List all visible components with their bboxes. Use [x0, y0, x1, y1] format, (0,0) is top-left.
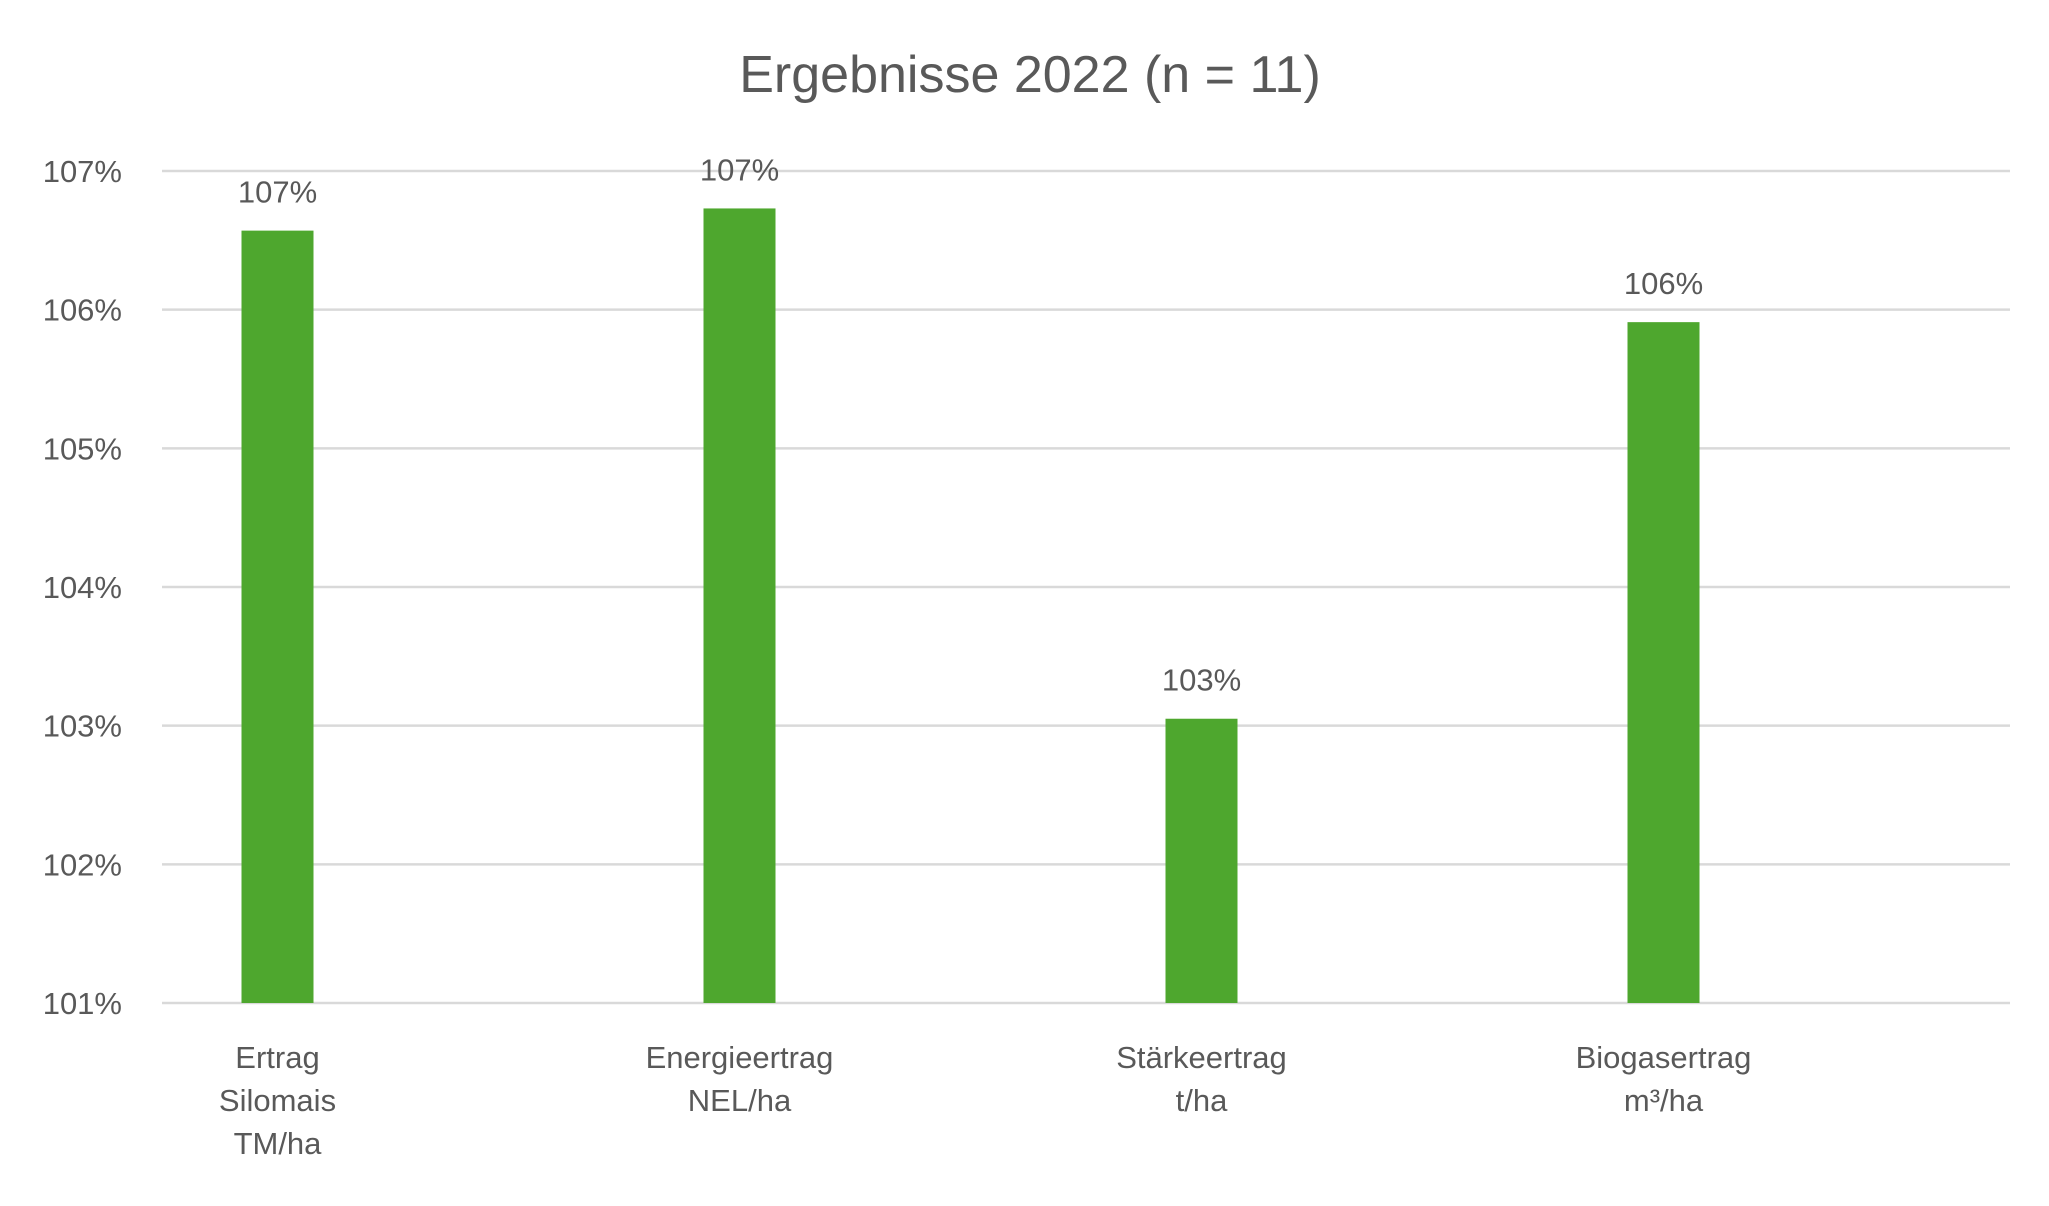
- x-tick-label: Biogasertrag: [1576, 1040, 1752, 1075]
- bar: [1165, 718, 1238, 1003]
- x-tick-label: NEL/ha: [688, 1083, 792, 1118]
- bars: [241, 208, 1700, 1004]
- data-label: 107%: [700, 152, 779, 187]
- data-label: 107%: [238, 175, 317, 210]
- x-tick-label: Energieertrag: [646, 1040, 834, 1075]
- y-tick-label: 105%: [43, 431, 122, 466]
- chart-title: Ergebnisse 2022 (n = 11): [739, 46, 1321, 104]
- x-tick-label: Ertrag: [235, 1040, 319, 1075]
- x-tick-label: Silomais: [219, 1083, 336, 1118]
- data-label: 106%: [1624, 266, 1703, 301]
- bar: [703, 208, 776, 1003]
- x-axis-labels: Ertrag Silomais TM/ha Energieertrag NEL/ha St…: [219, 1040, 1751, 1161]
- y-axis-ticks: 101% 102% 103% 104% 105% 106% 107%: [43, 154, 122, 1021]
- x-tick-label: t/ha: [1176, 1083, 1228, 1118]
- y-tick-label: 104%: [43, 570, 122, 605]
- bar: [1627, 322, 1700, 1003]
- y-tick-label: 106%: [43, 293, 122, 328]
- data-label: 103%: [1162, 663, 1241, 698]
- y-tick-label: 101%: [43, 986, 122, 1021]
- y-tick-label: 103%: [43, 709, 122, 744]
- x-tick-label: TM/ha: [234, 1126, 323, 1161]
- bar: [241, 230, 314, 1004]
- x-tick-label: Stärkeertrag: [1116, 1040, 1287, 1075]
- data-labels: 107% 107% 103% 106%: [238, 152, 1703, 697]
- y-tick-label: 102%: [43, 847, 122, 882]
- x-tick-label: m³/ha: [1624, 1083, 1704, 1118]
- gridlines: [162, 169, 2010, 1005]
- y-tick-label: 107%: [43, 154, 122, 189]
